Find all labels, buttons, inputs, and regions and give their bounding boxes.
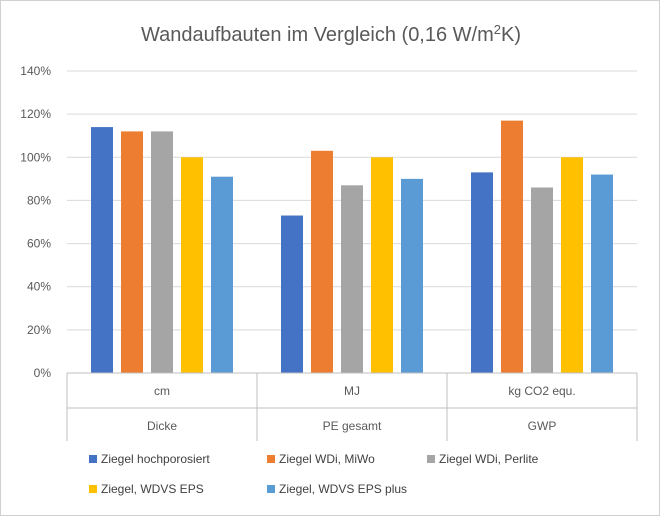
legend-swatch bbox=[427, 455, 435, 463]
y-tick-label: 140% bbox=[20, 64, 51, 78]
y-tick-label: 100% bbox=[20, 150, 51, 164]
legend-label: Ziegel, WDVS EPS plus bbox=[279, 482, 407, 496]
bar bbox=[151, 131, 173, 373]
y-tick-label: 20% bbox=[27, 323, 51, 337]
legend-swatch bbox=[89, 485, 97, 493]
legend-label: Ziegel WDi, Perlite bbox=[439, 452, 539, 466]
y-tick-label: 120% bbox=[20, 107, 51, 121]
bar bbox=[311, 150, 333, 373]
bar bbox=[371, 157, 393, 373]
x-axis: cm Dicke MJ PE gesamt kg CO2 equ. GWP bbox=[66, 372, 638, 441]
legend-swatch bbox=[89, 455, 97, 463]
y-tick-label: 80% bbox=[27, 193, 51, 207]
bar bbox=[561, 157, 583, 373]
legend-label: Ziegel hochporosiert bbox=[101, 452, 210, 466]
bar bbox=[91, 127, 113, 373]
bar bbox=[211, 176, 233, 373]
bar bbox=[181, 157, 203, 373]
y-axis-ticks: 0% 20% 40% 60% 80% 100% 120% 140% bbox=[20, 64, 51, 380]
bar bbox=[341, 185, 363, 373]
bar bbox=[591, 174, 613, 373]
legend-swatch bbox=[267, 455, 275, 463]
bar bbox=[121, 131, 143, 373]
category-unit-label: cm bbox=[154, 384, 170, 398]
legend-swatch bbox=[267, 485, 275, 493]
category-group-label: PE gesamt bbox=[323, 419, 382, 433]
bar bbox=[471, 172, 493, 373]
legend-label: Ziegel, WDVS EPS bbox=[101, 482, 204, 496]
bar bbox=[281, 215, 303, 373]
y-tick-label: 40% bbox=[27, 280, 51, 294]
y-tick-label: 0% bbox=[34, 366, 52, 380]
category-group-label: Dicke bbox=[147, 419, 177, 433]
category-group-label: GWP bbox=[528, 419, 557, 433]
bar bbox=[501, 120, 523, 373]
chart-title: Wandaufbauten im Vergleich (0,16 W/m2K) bbox=[141, 22, 521, 46]
legend-label: Ziegel WDi, MiWo bbox=[279, 452, 375, 466]
title-superscript: 2 bbox=[494, 22, 501, 37]
bar bbox=[401, 178, 423, 373]
bars bbox=[91, 120, 613, 373]
bar bbox=[531, 187, 553, 373]
category-unit-label: kg CO2 equ. bbox=[508, 384, 575, 398]
category-unit-label: MJ bbox=[344, 384, 360, 398]
y-tick-label: 60% bbox=[27, 237, 51, 251]
legend: Ziegel hochporosiert Ziegel WDi, MiWo Zieg… bbox=[89, 452, 539, 496]
